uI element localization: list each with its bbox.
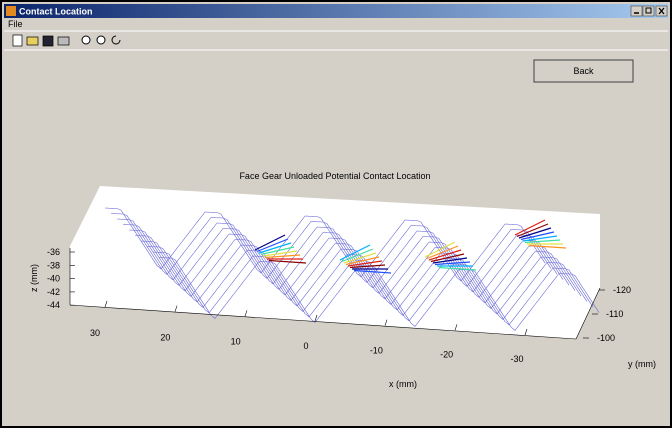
- contact-line: [256, 238, 289, 253]
- contact-line: [524, 239, 561, 244]
- contact-line: [516, 223, 549, 238]
- surface-curve: [116, 218, 558, 293]
- contact-line: [268, 259, 307, 264]
- contact-line: [424, 241, 456, 258]
- contact-line: [353, 269, 392, 274]
- zoom-in-icon[interactable]: [81, 35, 91, 45]
- surface-curve: [104, 207, 546, 282]
- contact-line: [349, 264, 386, 269]
- window-title: Contact Location: [19, 7, 93, 17]
- contact-line: [434, 261, 471, 266]
- zoom-out-icon[interactable]: [96, 35, 106, 45]
- toolbar: [12, 34, 121, 47]
- plot-area: [70, 186, 600, 339]
- contact-line: [264, 254, 301, 259]
- contact-line: [430, 253, 465, 263]
- new-icon[interactable]: [12, 34, 23, 47]
- x-tick-label: -30: [510, 354, 523, 364]
- plot-title: Face Gear Unloaded Potential Contact Loc…: [239, 171, 430, 181]
- surface-curves: [104, 207, 600, 331]
- contact-line: [426, 245, 459, 260]
- z-tick-label: -40: [47, 274, 60, 284]
- x-axis: [69, 304, 577, 340]
- contact-line: [262, 250, 298, 257]
- ticks: -36 -38 -40 -42 -44 30 20 10 0 -10 -20 -30 -120 -110 -…: [47, 247, 631, 364]
- x-tick-label: 20: [160, 332, 170, 342]
- surface-curve: [134, 235, 576, 309]
- z-axis-label: z (mm): [29, 264, 39, 292]
- menu-file[interactable]: File: [8, 19, 23, 29]
- x-tick-label: 10: [231, 337, 241, 347]
- contact-line: [518, 227, 552, 239]
- x-tick: [174, 305, 178, 312]
- back-button-frame: [533, 59, 634, 83]
- title-bar: [4, 4, 668, 18]
- surface-curve: [128, 229, 570, 304]
- rotate-icon[interactable]: [111, 35, 121, 45]
- x-axis-label: x (mm): [389, 379, 417, 389]
- contact-line: [428, 249, 462, 261]
- x-tick: [314, 314, 318, 322]
- save-icon[interactable]: [42, 35, 54, 47]
- x-tick: [104, 300, 108, 308]
- y-tick-label: -120: [613, 285, 631, 295]
- maximize-button[interactable]: [642, 5, 655, 17]
- contact-line: [528, 244, 567, 249]
- x-tick: [384, 319, 388, 326]
- z-tick-label: -44: [47, 300, 60, 310]
- contact-line: [432, 257, 468, 264]
- contact-line: [345, 256, 380, 266]
- contact-line: [254, 234, 286, 251]
- z-tick-label: -42: [47, 287, 60, 297]
- x-tick-label: -10: [370, 345, 383, 355]
- back-button-label: Back: [573, 66, 594, 76]
- y-tick-label: -110: [606, 309, 623, 319]
- maximize-glyph: [645, 7, 652, 14]
- x-tick-label: -20: [440, 350, 453, 360]
- z-tick-label: -38: [47, 260, 60, 270]
- app-icon: [6, 6, 16, 16]
- x-tick: [454, 324, 458, 331]
- contact-line: [341, 248, 374, 263]
- print-icon[interactable]: [57, 36, 70, 46]
- surface-curve: [122, 224, 564, 298]
- y-axis: [575, 287, 601, 340]
- contact-line: [347, 260, 383, 267]
- contact-line: [258, 242, 292, 254]
- contact-line: [339, 244, 371, 261]
- window-controls: [630, 5, 668, 17]
- surface-curve: [152, 251, 594, 326]
- contact-line: [438, 266, 477, 271]
- contact-line: [520, 231, 555, 241]
- close-glyph: [658, 7, 665, 15]
- contact-line: [514, 219, 546, 236]
- contact-line: [260, 246, 295, 256]
- y-tick-label: -100: [597, 333, 615, 343]
- z-tick-label: -36: [47, 247, 60, 257]
- x-tick: [244, 310, 248, 317]
- x-tick-label: 30: [90, 328, 100, 338]
- minimize-button[interactable]: [630, 5, 643, 17]
- x-tick: [524, 328, 528, 336]
- x-tick-label: 0: [303, 341, 308, 351]
- back-button[interactable]: Back: [533, 59, 634, 83]
- y-axis-label: y (mm): [628, 359, 656, 369]
- surface-curve: [158, 257, 600, 331]
- open-icon[interactable]: [26, 36, 39, 46]
- contact-line: [343, 252, 377, 264]
- surface-curve: [110, 213, 552, 287]
- contact-line: [522, 235, 558, 242]
